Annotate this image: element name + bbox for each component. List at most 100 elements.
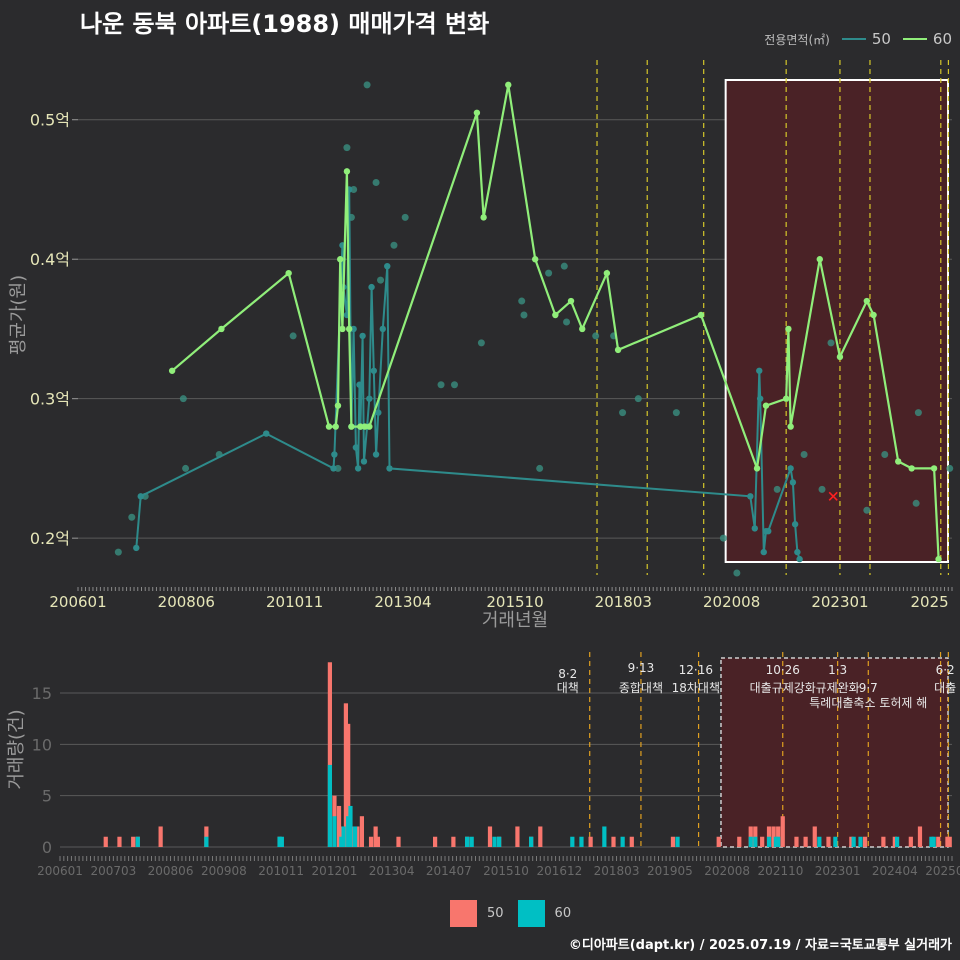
scatter-point [914,409,922,417]
volume-bar-60 [341,826,346,847]
series-point-50 [372,451,380,458]
volume-bar-60 [352,826,358,847]
scatter-point [289,332,297,340]
volume-bar-50 [339,826,344,847]
x-tick-label: 201905 [647,864,693,878]
volume-bar-50 [771,826,776,847]
series-line-50 [135,189,801,560]
volume-chart: 0 5 10 15 8·2대책 9·13 종합대책 12·16 18차대책 10·26 대출규제강화… [6,652,960,878]
policy-annotation: 12·16 18차대책 [672,663,720,695]
volume-bar-50 [812,826,817,847]
series-point-60 [863,297,871,305]
x-tick-label: 200908 [201,864,247,878]
volume-bar-60 [675,836,680,847]
volume-bar-50 [611,836,616,847]
series-point-50 [747,493,754,500]
volume-bar-50 [204,826,209,847]
scatter-point [719,534,727,542]
x-tick-label: 202301 [811,593,868,611]
series-point-60 [480,214,487,221]
legend-swatch-50 [841,38,866,40]
volume-bar-50 [737,836,742,847]
policy-text: 대책 [557,680,579,695]
policy-date: 8·2 [558,667,577,681]
scatter-point [477,339,485,347]
volume-bar-50 [375,836,381,847]
series-point-60 [348,423,355,430]
page-title: 나운 동북 아파트(1988) 매매가격 변화 [80,10,490,38]
scatter-point [390,241,398,249]
volume-bar-50 [936,836,941,847]
series-point-60 [579,325,586,333]
series-point-60 [816,256,823,263]
x-tick-label: 202008 [704,864,750,878]
policy-text: 종합대책 [619,680,663,695]
scatter-point [179,395,187,403]
volume-bar-50 [780,816,785,847]
scatter-point [536,464,544,472]
volume-bar-60 [602,826,607,847]
scatter-point [563,318,571,326]
series-point-60 [325,423,333,430]
series-point-50 [756,395,764,402]
volume-bar-50 [355,826,360,847]
scatter-point [827,339,835,347]
volume-bar-50 [432,836,438,847]
scatter-point [114,548,122,556]
series-point-60 [908,465,915,472]
series-point-60 [895,458,902,465]
volume-bar-60 [748,836,753,847]
scatter-point [560,262,568,270]
volume-bar-50 [908,836,913,847]
series-point-60 [473,109,481,116]
series-point-60 [366,423,373,430]
series-point-60 [836,353,844,361]
volume-bar-60 [204,836,209,847]
volume-bar-60 [497,836,502,847]
series-point-50 [359,332,366,340]
series-point-60 [762,402,770,409]
legend-title: 전용면적(㎡) [764,32,830,47]
volume-bar-60 [931,836,936,847]
legend-label-50: 50 [871,30,891,48]
x-tick-label: 202404 [872,864,918,878]
scatter-point [545,269,553,277]
legend-volume: 50 60 [450,900,585,927]
volume-bar-50 [947,836,952,847]
series-point-60 [930,465,938,472]
volume-bar-50 [670,836,676,847]
series-point-60 [782,395,790,402]
series-point-50 [360,458,368,465]
legend-swatch-60 [902,38,927,40]
y-tick-label: 5 [42,787,52,806]
series-point-60 [337,256,344,263]
scatter-point [863,506,871,514]
series-point-50 [331,451,338,458]
y-axis-title: 거래량(건) [6,709,27,789]
volume-bar-50 [343,703,348,847]
x-tick-label: 201201 [312,864,358,878]
volume-bar-60 [529,836,534,847]
series-point-60 [531,256,539,263]
series-point-60 [345,325,353,333]
x-tick-label: 200806 [148,864,194,878]
scatter-point [182,464,190,472]
volume-bar-50 [760,836,765,847]
series-point-50 [789,479,797,486]
scatter-point [592,332,600,340]
scatter-point [334,464,342,472]
series-point-60 [339,325,346,333]
volume-bar-60 [332,816,337,847]
policy-text: 규제완화 [816,681,860,695]
scatter-point [800,450,808,458]
x-tick-label: 201304 [369,864,415,878]
scatter-point [450,381,458,389]
scatter-point [350,185,358,193]
series-point-60 [870,311,877,319]
volume-bar-60 [776,836,781,847]
x-tick-label: 200703 [90,864,136,878]
volume-bar-60 [851,836,856,847]
volume-bar-50 [396,836,401,847]
volume-bar-50 [716,836,721,847]
y-tick-label: 0.4억 [30,250,70,269]
